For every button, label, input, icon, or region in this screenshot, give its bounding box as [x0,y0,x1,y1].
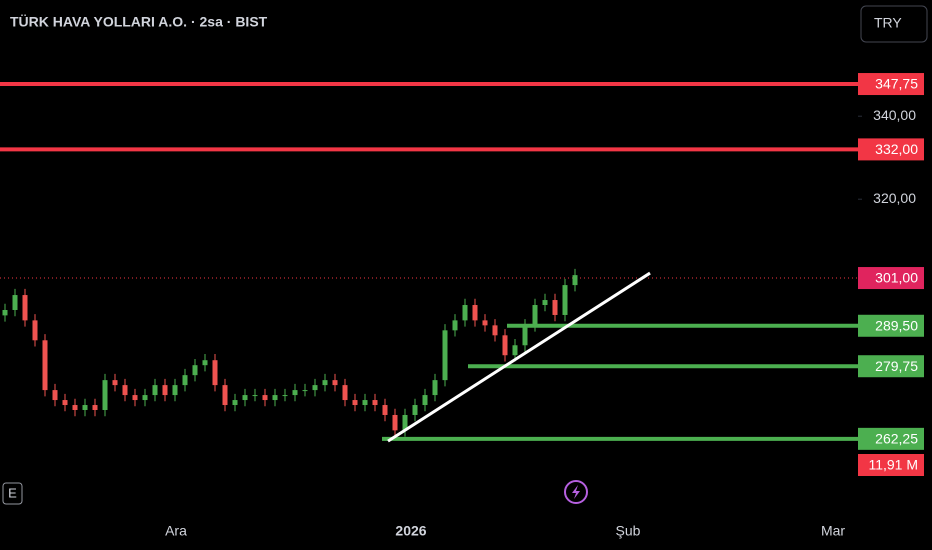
x-tick-label: Ara [165,523,187,539]
level-label: 347,75 [875,76,918,92]
candle-body [422,395,428,406]
candle-body [402,414,408,431]
candle-body [2,309,8,316]
candle-body [22,295,28,321]
candle-body [262,395,268,401]
candle-body [442,330,448,381]
candle-body [352,400,358,406]
candle-body [322,380,328,386]
candle-body [572,275,578,286]
candle-body [492,325,498,336]
flash-bolt [572,485,580,499]
level-label: 289,50 [875,317,918,333]
candle-body [32,320,38,341]
candle-body [122,385,128,396]
candle-body [392,414,398,431]
candle-body [512,345,518,356]
x-tick-label: 2026 [395,523,426,539]
level-label: 332,00 [875,141,918,157]
candle-body [252,395,258,397]
volume-tag [858,454,924,476]
candle-body [282,395,288,397]
candle-body [62,400,68,406]
candle-body [92,405,98,411]
volume-label: 11,91 M [868,457,918,473]
candle-body [562,285,568,315]
level-label: 279,75 [875,358,918,374]
candle-body [102,380,108,411]
candle-body [142,395,148,401]
candle-body [432,380,438,396]
level-tag [858,314,924,337]
candle-body [182,375,188,386]
candle-body [192,365,198,376]
last-price-tag [858,267,924,290]
x-tick-label: Mar [821,523,845,539]
level-tag [858,427,924,450]
chart-title: TÜRK HAVA YOLLARI A.O. · 2sa · BIST [10,14,268,30]
y-tick-label: 320,00 [873,190,916,206]
candle-body [522,325,528,346]
trend-line [387,271,651,443]
candle-body [202,360,208,366]
candle-body [232,400,238,406]
candle-body [82,405,88,411]
candle-body [312,385,318,391]
candle-body [152,385,158,396]
candle-body [542,300,548,306]
candle-body [172,385,178,396]
candle-body [332,380,338,386]
candle-body [302,390,308,392]
candle-body [52,390,58,401]
candle-body [162,385,168,396]
flash-icon[interactable] [564,480,588,504]
candle-body [382,405,388,415]
candle-body [72,405,78,411]
level-tag [858,138,924,161]
candle-body [532,305,538,326]
candle-body [472,305,478,321]
candle-body [132,395,138,401]
candle-body [12,295,18,310]
candle-body [212,360,218,386]
x-tick-label: Şub [616,523,641,539]
candle-body [362,400,368,406]
candle-body [342,385,348,401]
candle-body [462,305,468,321]
level-tag [858,73,924,96]
last-price-label: 301,00 [875,270,918,286]
candle-body [502,335,508,356]
candle-body [242,395,248,401]
candle-body [112,380,118,386]
level-tag [858,355,924,378]
candle-body [292,390,298,396]
currency-button[interactable] [860,5,928,43]
candle-body [222,385,228,406]
y-tick-label: 340,00 [873,107,916,123]
candle-body [552,300,558,315]
level-label: 262,25 [875,431,918,447]
candle-body [412,405,418,415]
events-badge[interactable] [2,482,23,505]
candle-body [372,400,378,406]
candle-body [272,395,278,401]
candle-body [452,320,458,331]
candle-body [42,340,48,391]
currency-label: TRY [874,15,902,31]
events-badge-label: E [8,485,17,500]
candle-body [482,320,488,326]
